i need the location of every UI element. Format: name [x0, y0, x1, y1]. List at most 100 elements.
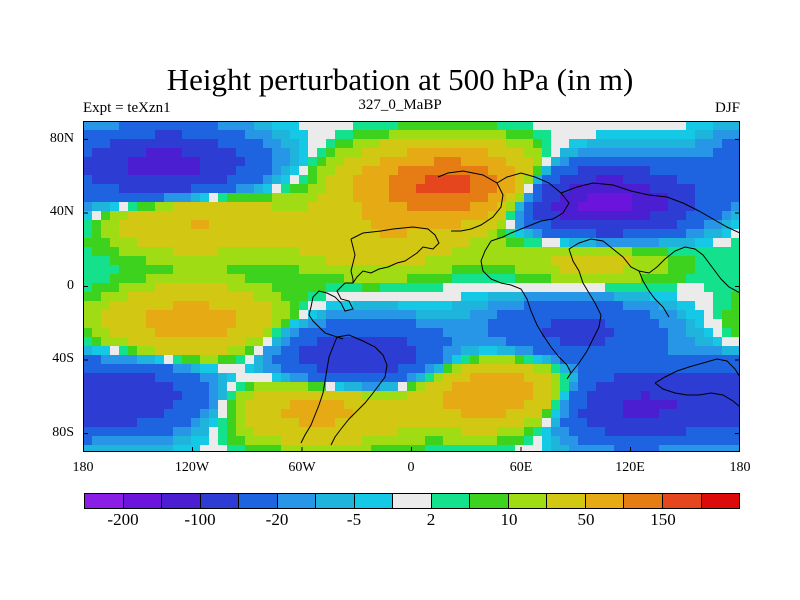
field-cell: [272, 220, 282, 230]
field-cell: [155, 301, 165, 311]
field-cell: [101, 274, 111, 284]
south-america-coastline: [330, 334, 388, 446]
field-cell: [128, 355, 138, 365]
field-cell: [515, 130, 525, 140]
field-cell: [668, 382, 678, 392]
field-cell: [677, 229, 687, 239]
field-cell: [191, 292, 201, 302]
field-cell: [488, 139, 498, 149]
field-cell: [434, 166, 444, 176]
field-cell: [497, 319, 507, 329]
field-cell: [353, 319, 363, 329]
field-cell: [470, 382, 480, 392]
field-cell: [380, 445, 390, 452]
field-cell: [659, 220, 669, 230]
field-cell: [614, 409, 624, 419]
field-cell: [326, 229, 336, 239]
field-cell: [461, 328, 471, 338]
field-cell: [236, 121, 246, 131]
field-cell: [83, 121, 93, 131]
field-cell: [434, 121, 444, 131]
field-cell: [344, 229, 354, 239]
field-cell: [533, 346, 543, 356]
field-cell: [488, 355, 498, 365]
field-cell: [569, 130, 579, 140]
field-cell: [623, 310, 633, 320]
field-cell: [218, 400, 228, 410]
field-cell: [182, 364, 192, 374]
field-cell: [497, 121, 507, 131]
field-cell: [164, 166, 174, 176]
field-cell: [587, 373, 597, 383]
field-cell: [497, 139, 507, 149]
field-cell: [407, 211, 417, 221]
field-cell: [119, 283, 129, 293]
field-cell: [596, 346, 606, 356]
field-cell: [470, 328, 480, 338]
field-cell: [362, 220, 372, 230]
field-cell: [479, 166, 489, 176]
field-cell: [551, 265, 561, 275]
field-cell: [704, 382, 714, 392]
field-cell: [227, 238, 237, 248]
field-cell: [200, 220, 210, 230]
field-cell: [416, 310, 426, 320]
field-cell: [308, 436, 318, 446]
field-cell: [218, 139, 228, 149]
field-cell: [335, 202, 345, 212]
field-cell: [731, 283, 740, 293]
field-cell: [731, 319, 740, 329]
field-cell: [110, 346, 120, 356]
field-cell: [353, 391, 363, 401]
period-label: 327_0_MaBP: [358, 97, 442, 113]
field-cell: [245, 445, 255, 452]
field-cell: [155, 175, 165, 185]
field-cell: [155, 391, 165, 401]
field-cell: [362, 310, 372, 320]
field-cell: [335, 337, 345, 347]
field-cell: [704, 238, 714, 248]
field-cell: [299, 445, 309, 452]
field-cell: [344, 220, 354, 230]
field-cell: [695, 256, 705, 266]
field-cell: [227, 157, 237, 167]
field-cell: [722, 346, 732, 356]
field-cell: [182, 148, 192, 158]
field-cell: [614, 373, 624, 383]
field-cell: [677, 310, 687, 320]
field-cell: [551, 436, 561, 446]
field-cell: [533, 247, 543, 257]
field-cell: [308, 202, 318, 212]
field-cell: [407, 382, 417, 392]
field-cell: [146, 274, 156, 284]
field-cell: [200, 139, 210, 149]
field-cell: [263, 166, 273, 176]
field-cell: [137, 265, 147, 275]
field-cell: [281, 418, 291, 428]
field-cell: [389, 301, 399, 311]
field-cell: [506, 319, 516, 329]
field-cell: [128, 382, 138, 392]
field-cell: [596, 166, 606, 176]
field-cell: [209, 193, 219, 203]
field-cell: [569, 157, 579, 167]
field-cell: [470, 193, 480, 203]
field-cell: [704, 193, 714, 203]
field-cell: [326, 148, 336, 158]
colorbar-label: -5: [346, 510, 362, 529]
field-cell: [470, 274, 480, 284]
field-cell: [425, 238, 435, 248]
field-cell: [164, 265, 174, 275]
field-cell: [236, 346, 246, 356]
field-cell: [407, 400, 417, 410]
field-cell: [713, 418, 723, 428]
field-cell: [605, 157, 615, 167]
field-cell: [677, 256, 687, 266]
field-cell: [110, 427, 120, 437]
field-cell: [650, 283, 660, 293]
colorbar-swatch: [277, 494, 317, 508]
field-cell: [209, 220, 219, 230]
field-cell: [632, 427, 642, 437]
field-cell: [470, 418, 480, 428]
field-cell: [308, 310, 318, 320]
